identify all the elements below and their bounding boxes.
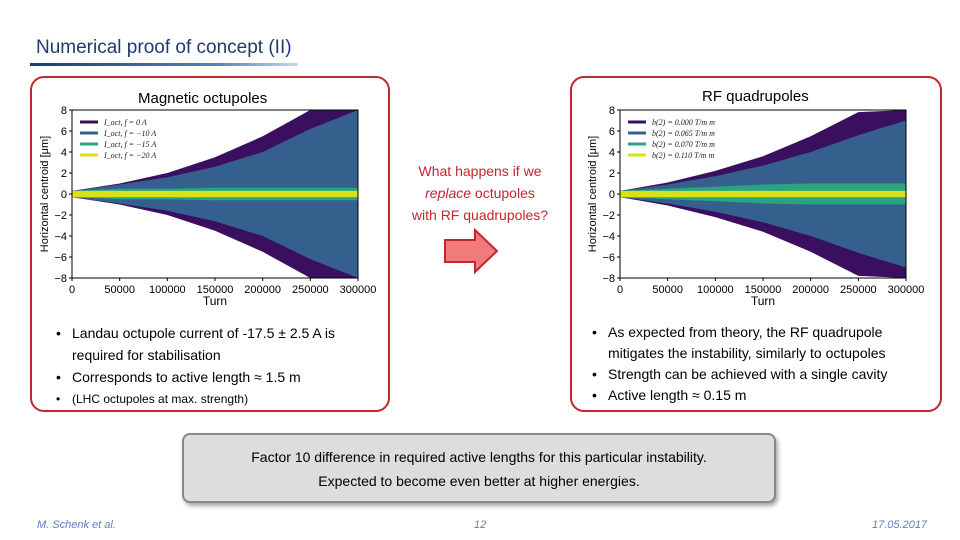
question-line-2-rest: octupoles xyxy=(471,185,535,201)
y-tick-label: 2 xyxy=(61,168,67,180)
x-tick-label: 0 xyxy=(69,284,75,296)
x-tick-label: 100000 xyxy=(149,284,186,296)
question-replace-word: replace xyxy=(425,185,472,201)
y-tick-label: 6 xyxy=(609,126,615,138)
left-note-text: (LHC octupoles at max. strength) xyxy=(72,392,249,406)
y-tick-label: −4 xyxy=(54,231,67,243)
series-band-4 xyxy=(620,190,906,198)
x-tick-label: 100000 xyxy=(697,284,734,296)
x-tick-label: 50000 xyxy=(104,284,135,296)
left-bullet-2: Corresponds to active length ≈ 1.5 m xyxy=(52,366,382,388)
x-tick-label: 50000 xyxy=(652,284,683,296)
conclusion-line-2: Expected to become even better at higher… xyxy=(318,473,640,489)
y-tick-label: 8 xyxy=(61,106,67,117)
left-panel-heading: Magnetic octupoles xyxy=(138,90,268,107)
y-tick-label: 6 xyxy=(61,126,67,138)
y-tick-label: −2 xyxy=(602,210,615,222)
slide-title: Numerical proof of concept (II) xyxy=(36,37,292,58)
left-panel: Magnetic octupoles −8 −6 −4 −2 0 2 4 6 8 0 50000 10… xyxy=(30,76,390,412)
left-bullet-1: Landau octupole current of -17.5 ± 2.5 A… xyxy=(52,322,382,366)
x-tick-label: 250000 xyxy=(292,284,329,296)
legend-label-1: I_oct, f = 0 A xyxy=(103,118,147,127)
left-bullet-note: (LHC octupoles at max. strength) xyxy=(52,388,382,410)
right-panel-heading: RF quadrupoles xyxy=(702,88,809,105)
central-question: What happens if we replace octupoles wit… xyxy=(392,160,568,226)
legend-label-2: I_oct, f = −10 A xyxy=(103,129,156,138)
question-line-2: replace octupoles xyxy=(392,182,568,204)
question-line-3: with RF quadrupoles? xyxy=(411,207,549,223)
x-tick-label: 200000 xyxy=(792,284,829,296)
right-bullet-2: Strength can be achieved with a single c… xyxy=(588,364,940,385)
right-panel: RF quadrupoles −8 −6 −4 −2 0 2 4 6 8 0 50000 100000… xyxy=(570,76,942,412)
legend-label-3: b(2) = 0.070 T/m m xyxy=(652,140,715,149)
conclusion-line-1: Factor 10 difference in required active … xyxy=(251,449,707,465)
y-tick-label: −6 xyxy=(602,252,615,264)
y-tick-label: 0 xyxy=(61,189,67,201)
y-tick-label: 0 xyxy=(609,189,615,201)
series-band-4 xyxy=(72,190,358,198)
x-axis-label: Turn xyxy=(751,294,775,308)
legend-label-1: b(2) = 0.000 T/m m xyxy=(652,118,715,127)
y-tick-label: −2 xyxy=(54,210,67,222)
y-tick-label: −6 xyxy=(54,252,67,264)
y-tick-label: 8 xyxy=(609,106,615,117)
y-tick-label: 2 xyxy=(609,168,615,180)
x-axis-label: Turn xyxy=(203,294,227,308)
left-bullets: Landau octupole current of -17.5 ± 2.5 A… xyxy=(52,322,382,410)
y-tick-label: −8 xyxy=(54,273,67,285)
legend-label-2: b(2) = 0.065 T/m m xyxy=(652,129,715,138)
x-tick-label: 250000 xyxy=(840,284,877,296)
x-tick-label: 200000 xyxy=(244,284,281,296)
x-tick-label: 0 xyxy=(617,284,623,296)
right-bullet-3: Active length ≈ 0.15 m xyxy=(588,385,940,406)
x-tick-label: 150000 xyxy=(745,284,782,296)
conclusion-box: Factor 10 difference in required active … xyxy=(182,433,776,503)
right-bullets: As expected from theory, the RF quadrupo… xyxy=(588,322,940,406)
footer-page-number: 12 xyxy=(474,519,487,531)
footer-author: M. Schenk et al. xyxy=(37,519,116,531)
y-tick-label: 4 xyxy=(61,147,67,159)
x-tick-label: 300000 xyxy=(340,284,377,296)
legend-label-3: I_oct, f = −15 A xyxy=(103,140,156,149)
title-underline xyxy=(30,63,298,66)
footer-date: 17.05.2017 xyxy=(872,519,928,531)
legend-label-4: b(2) = 0.110 T/m m xyxy=(652,151,715,160)
right-bullet-1: As expected from theory, the RF quadrupo… xyxy=(588,322,940,364)
right-arrow-icon xyxy=(444,228,499,274)
y-axis-label: Horizontal centroid [μm] xyxy=(587,136,599,252)
legend-label-4: I_oct, f = −20 A xyxy=(103,151,156,160)
x-tick-label: 150000 xyxy=(197,284,234,296)
y-tick-label: 4 xyxy=(609,147,615,159)
rf-quadrupole-plot: −8 −6 −4 −2 0 2 4 6 8 0 50000 100000 150000 200000 250… xyxy=(587,106,925,308)
y-axis-label: Horizontal centroid [μm] xyxy=(39,136,51,252)
question-line-1: What happens if we xyxy=(418,163,542,179)
y-tick-label: −8 xyxy=(602,273,615,285)
octupole-plot: −8 −6 −4 −2 0 2 4 6 8 0 50000 100000 150000 200000 250… xyxy=(39,106,377,308)
y-tick-label: −4 xyxy=(602,231,615,243)
x-tick-label: 300000 xyxy=(888,284,925,296)
